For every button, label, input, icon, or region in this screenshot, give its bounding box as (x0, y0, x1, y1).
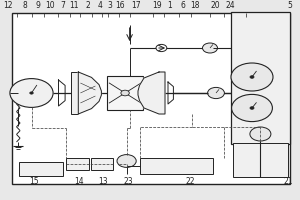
Text: 4: 4 (97, 1, 102, 10)
Bar (12, 13, 290, 184)
Circle shape (121, 90, 129, 96)
Text: 16: 16 (115, 1, 125, 10)
Text: 12: 12 (3, 1, 12, 10)
Text: 5: 5 (287, 1, 292, 10)
Text: 21: 21 (283, 177, 293, 186)
Circle shape (250, 76, 254, 78)
Circle shape (30, 92, 33, 94)
Text: 24: 24 (226, 1, 235, 10)
Text: 20: 20 (211, 1, 220, 10)
Text: 6: 6 (181, 1, 185, 10)
Text: 17: 17 (131, 1, 141, 10)
Text: 8: 8 (22, 1, 27, 10)
Bar (140, 158, 213, 174)
Text: 3: 3 (107, 1, 112, 10)
Text: 7: 7 (60, 1, 65, 10)
Bar (232, 143, 288, 177)
Bar (107, 76, 143, 110)
Text: 11: 11 (70, 1, 79, 10)
Bar (70, 72, 78, 114)
Bar (19, 162, 63, 176)
Circle shape (202, 43, 217, 53)
Text: 14: 14 (74, 177, 83, 186)
Text: 19: 19 (153, 1, 162, 10)
Text: 15: 15 (30, 177, 39, 186)
Circle shape (232, 94, 272, 122)
Text: 18: 18 (190, 1, 200, 10)
Text: 10: 10 (46, 1, 55, 10)
Polygon shape (138, 72, 165, 114)
Bar (66, 158, 89, 170)
Text: 2: 2 (85, 1, 90, 10)
Circle shape (208, 87, 224, 99)
Bar (91, 158, 113, 170)
Bar (231, 12, 290, 144)
Text: 1: 1 (167, 1, 172, 10)
Text: 23: 23 (124, 177, 133, 186)
Circle shape (10, 79, 53, 107)
Circle shape (250, 127, 271, 141)
Text: 22: 22 (186, 177, 195, 186)
Circle shape (231, 63, 273, 91)
Circle shape (117, 155, 136, 167)
Text: 9: 9 (36, 1, 41, 10)
Text: 13: 13 (99, 177, 108, 186)
Polygon shape (78, 72, 101, 114)
Circle shape (156, 44, 167, 52)
Circle shape (250, 107, 254, 109)
